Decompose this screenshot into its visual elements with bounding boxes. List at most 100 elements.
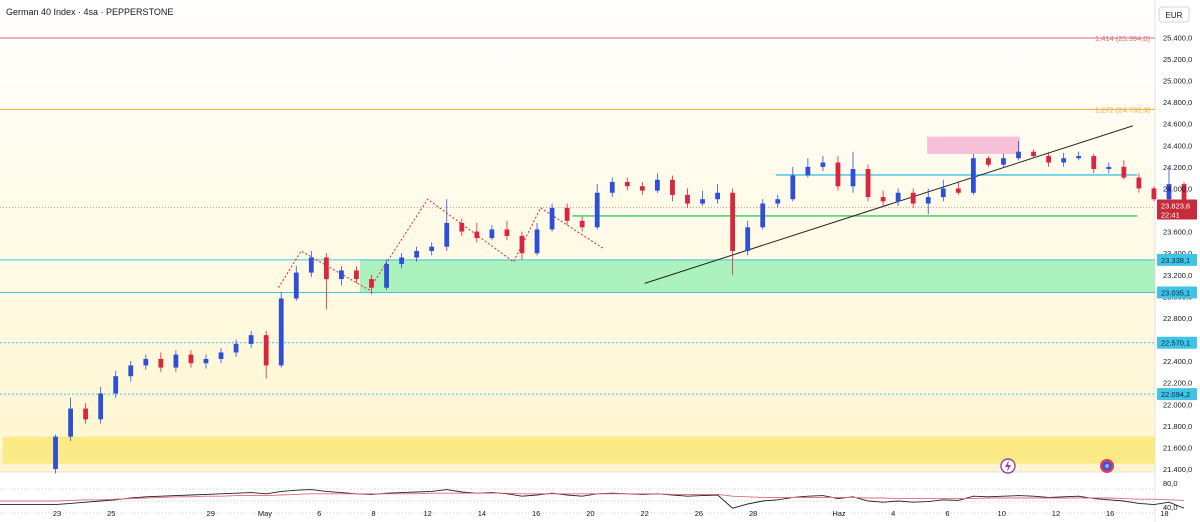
candle[interactable] (639, 186, 645, 191)
candle[interactable] (384, 263, 389, 288)
candle[interactable] (1031, 151, 1036, 157)
candle[interactable] (489, 229, 495, 239)
candle[interactable] (609, 181, 615, 193)
candle[interactable] (459, 222, 465, 232)
fib-level-label: 1,272 (24.732,3) (1095, 105, 1151, 114)
candle[interactable] (594, 192, 600, 228)
chart-background (0, 0, 1155, 472)
candle[interactable] (504, 229, 510, 236)
candle[interactable] (910, 192, 916, 204)
candle[interactable] (143, 358, 149, 366)
candle[interactable] (1001, 158, 1006, 165)
candle[interactable] (369, 279, 374, 288)
candle[interactable] (654, 179, 660, 191)
candle[interactable] (113, 376, 119, 394)
currency-label: EUR (1166, 11, 1183, 20)
rsi-axis-tick: 40,0 (1163, 503, 1178, 512)
level-price-tag[interactable]: 22.570,1 (1157, 336, 1197, 349)
candle[interactable] (670, 179, 675, 195)
candle[interactable] (173, 354, 179, 368)
candle[interactable] (549, 207, 555, 230)
x-axis-tick: 12 (424, 509, 432, 518)
candle[interactable] (534, 229, 540, 254)
candle[interactable] (1166, 184, 1172, 200)
candle[interactable] (188, 354, 194, 364)
candle[interactable] (323, 257, 329, 280)
trendline[interactable] (644, 125, 1133, 284)
candle[interactable] (1121, 166, 1127, 178)
candle[interactable] (1016, 151, 1021, 159)
candle[interactable] (940, 188, 946, 198)
candle[interactable] (1091, 156, 1097, 170)
candle[interactable] (760, 203, 766, 228)
candle[interactable] (820, 162, 826, 167)
lightning-icon[interactable] (1000, 458, 1016, 474)
y-axis-tick: 21.800,0 (1163, 422, 1192, 431)
candle[interactable] (895, 192, 901, 202)
candle[interactable] (519, 235, 525, 254)
candle[interactable] (925, 197, 931, 204)
candle[interactable] (970, 158, 976, 193)
candle[interactable] (414, 251, 420, 258)
candle[interactable] (98, 393, 104, 420)
chart-title: German 40 Index · 4sa · PEPPERSTONE (6, 7, 173, 17)
candle[interactable] (203, 358, 209, 364)
candle[interactable] (1106, 166, 1112, 170)
candle[interactable] (1061, 158, 1067, 163)
candle[interactable] (850, 169, 856, 187)
candle[interactable] (1076, 156, 1082, 159)
candle[interactable] (293, 272, 299, 299)
candle[interactable] (399, 257, 405, 264)
level-price-tag[interactable]: 23.035,1 (1157, 286, 1197, 299)
candle[interactable] (474, 231, 480, 239)
globe-icon[interactable] (1100, 459, 1114, 473)
current-price-tag[interactable]: 23.823,622:41 (1157, 199, 1197, 220)
candle[interactable] (880, 197, 886, 202)
candle[interactable] (685, 194, 690, 204)
candle[interactable] (700, 199, 705, 204)
candle[interactable] (248, 335, 254, 344)
level-price-tag[interactable]: 23.338,1 (1157, 253, 1197, 266)
y-axis-tick: 25.000,0 (1163, 77, 1192, 86)
candle[interactable] (233, 343, 239, 353)
candle[interactable] (128, 365, 134, 377)
candle[interactable] (730, 192, 736, 252)
candle[interactable] (158, 358, 164, 368)
candle[interactable] (1181, 184, 1187, 208)
candle[interactable] (354, 270, 359, 280)
level-price-tag[interactable]: 22.094,2 (1157, 388, 1197, 401)
rsi-ma-line[interactable] (0, 492, 1185, 502)
candle[interactable] (339, 270, 344, 280)
candle[interactable] (564, 207, 570, 221)
y-axis-tick: 23.400,0 (1163, 249, 1192, 258)
candle[interactable] (308, 257, 314, 273)
candle[interactable] (955, 188, 961, 193)
candle[interactable] (715, 192, 720, 200)
candle[interactable] (579, 220, 585, 228)
candle[interactable] (865, 169, 871, 198)
candle[interactable] (83, 408, 89, 420)
candle[interactable] (790, 175, 796, 200)
candle[interactable] (624, 181, 630, 187)
zigzag-pattern[interactable] (278, 198, 605, 291)
candle[interactable] (835, 162, 841, 187)
candle[interactable] (1046, 156, 1052, 163)
candle[interactable] (986, 158, 991, 165)
candle[interactable] (1136, 177, 1142, 189)
currency-button[interactable]: EUR (1158, 6, 1190, 23)
candle[interactable] (1151, 188, 1157, 200)
candle[interactable] (775, 199, 781, 204)
candle[interactable] (263, 335, 269, 366)
candle[interactable] (53, 436, 58, 469)
candle[interactable] (444, 222, 450, 247)
candle[interactable] (278, 298, 284, 366)
candle[interactable] (68, 408, 73, 437)
rsi-line[interactable] (0, 489, 1185, 509)
price-tag-countdown: 22:41 (1161, 210, 1180, 219)
candle[interactable] (745, 227, 751, 252)
level-tag-label: 22.570,1 (1161, 339, 1190, 348)
candle[interactable] (805, 166, 811, 176)
candle[interactable] (218, 352, 224, 359)
candle[interactable] (429, 246, 435, 252)
